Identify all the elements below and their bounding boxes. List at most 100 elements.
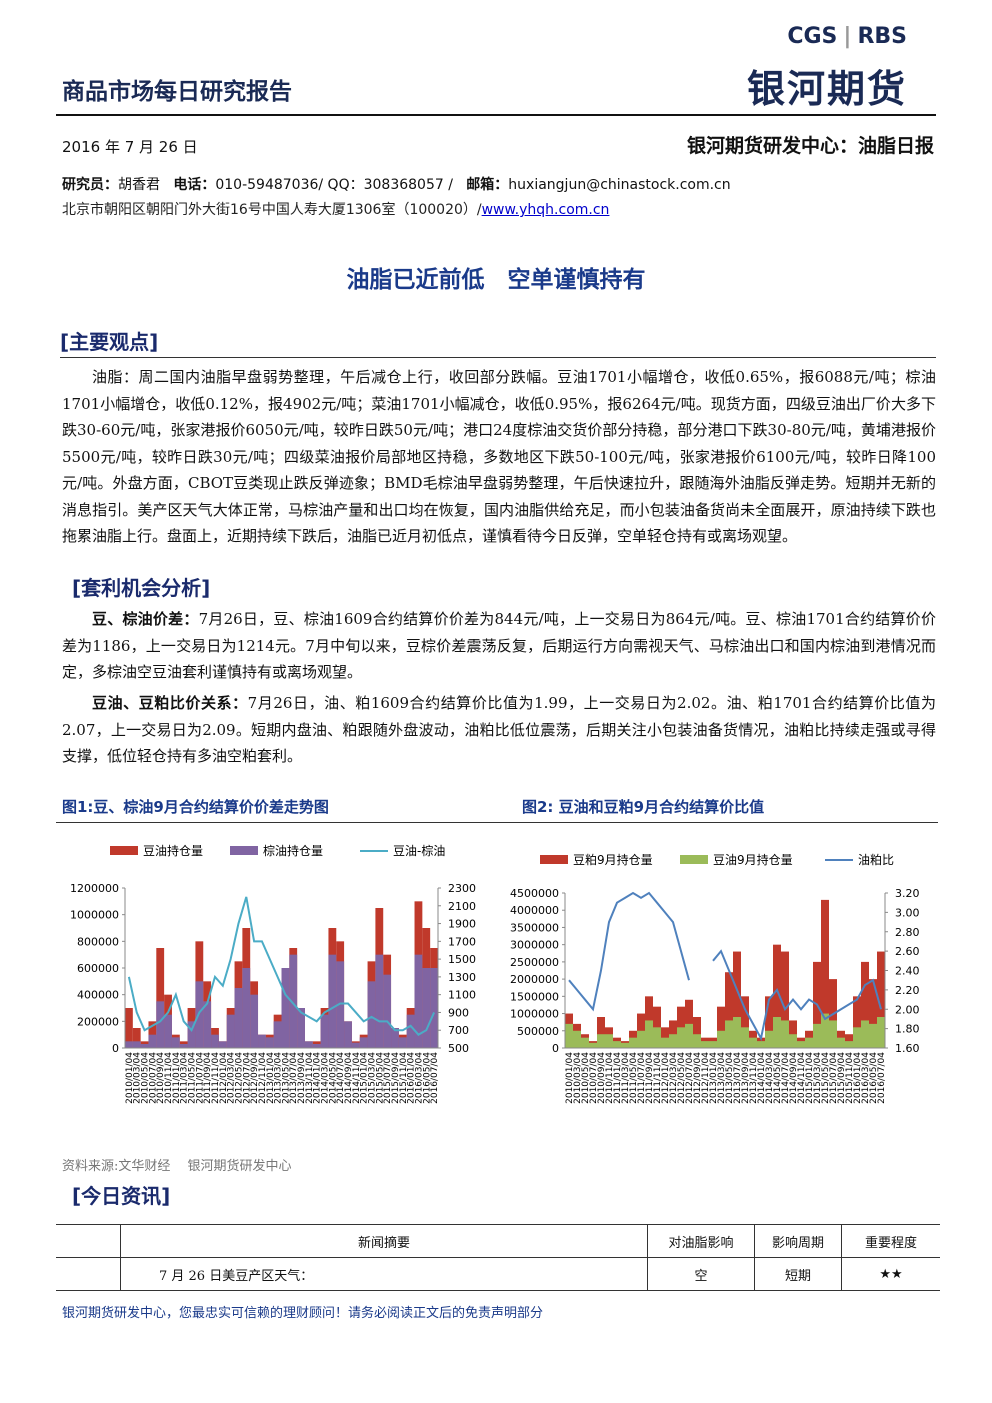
chart-title: 图1:豆、棕油9月合约结算价价差走势图 xyxy=(62,798,329,816)
th: 重要程度 xyxy=(841,1224,940,1258)
y2-tick-label: 2.80 xyxy=(895,926,920,939)
y-tick-label: 2000000 xyxy=(510,973,559,986)
email: huxiangjun@chinastock.com.cn xyxy=(508,177,731,193)
x-tick-label: 2012/07/04 xyxy=(242,1052,252,1104)
bar xyxy=(375,954,384,1048)
chart: 0 500000 1000000 1500000 2000000 2500000 30000… xyxy=(510,852,920,1104)
bar xyxy=(250,994,259,1048)
x-tick-label: 2010/09/04 xyxy=(597,1052,607,1104)
bar xyxy=(845,1034,853,1048)
x-tick-label: 2013/07/04 xyxy=(733,1052,743,1104)
y2-tick-label: 1300 xyxy=(448,971,476,984)
bar xyxy=(218,1041,227,1048)
bar xyxy=(383,974,392,1048)
x-tick-label: 2014/11/04 xyxy=(352,1052,362,1104)
x-tick-label: 2011/07/04 xyxy=(637,1052,647,1104)
bar xyxy=(685,1023,693,1048)
y2-tick-label: 900 xyxy=(448,1006,469,1019)
x-tick-label: 2012/05/04 xyxy=(677,1052,687,1104)
x-tick-label: 2012/09/04 xyxy=(250,1052,260,1104)
legend-label: 棕油持仓量 xyxy=(263,843,323,858)
website[interactable]: www.yhqh.com.cn xyxy=(481,202,610,218)
bar xyxy=(125,1008,133,1048)
x-tick-label: 2014/09/04 xyxy=(344,1052,354,1104)
x-tick-label: 2015/07/04 xyxy=(383,1052,393,1104)
y-tick-label: 400000 xyxy=(77,989,119,1002)
legend-label: 豆粕9月持仓量 xyxy=(573,852,653,867)
bar xyxy=(573,1030,581,1048)
line xyxy=(712,949,882,1042)
bar xyxy=(281,968,290,1048)
bar xyxy=(242,968,251,1048)
y-tick-label: 2500000 xyxy=(510,956,559,969)
bar xyxy=(789,1034,797,1048)
source: 资料来源:文华财经 银河期货研发中心 xyxy=(62,1159,292,1174)
bar xyxy=(320,1014,329,1048)
th: 新闻摘要 xyxy=(120,1224,648,1258)
bar xyxy=(725,1020,733,1048)
x-tick-label: 2011/05/04 xyxy=(629,1052,639,1104)
y-tick-label: 4000000 xyxy=(510,904,559,917)
y2-tick-label: 700 xyxy=(448,1024,469,1037)
bar xyxy=(156,948,165,1048)
x-tick-label: 2013/03/04 xyxy=(274,1052,284,1104)
x-tick-label: 2011/05/04 xyxy=(188,1052,198,1104)
y2-tick-label: 2.40 xyxy=(895,965,920,978)
paragraph: 豆、棕油价差：7月26日，豆、棕油1609合约结算价价差为844元/吨，上一交易… xyxy=(62,606,936,686)
x-tick-label: 2013/11/04 xyxy=(749,1052,759,1104)
bar xyxy=(661,1037,669,1048)
bar xyxy=(344,1021,352,1048)
bar xyxy=(669,1034,677,1048)
x-tick-label: 2013/01/04 xyxy=(709,1052,719,1104)
bar xyxy=(757,1041,765,1048)
bar xyxy=(273,1021,282,1048)
label: 邮箱： xyxy=(466,177,509,193)
bar xyxy=(140,1044,149,1048)
y2-tick-label: 2.00 xyxy=(895,1003,920,1016)
y2-tick-label: 1.80 xyxy=(895,1023,920,1036)
bar xyxy=(781,1020,789,1048)
bar xyxy=(829,1020,837,1048)
bar xyxy=(869,979,877,1048)
x-tick-label: 2010/07/04 xyxy=(589,1052,599,1104)
bar xyxy=(258,1034,266,1048)
x-tick-label: 2016/07/04 xyxy=(430,1052,440,1104)
paragraph: 油脂：周二国内油脂早盘弱势整理，午后减仓上行，收回部分跌幅。豆油1701小幅增仓… xyxy=(62,368,936,545)
report-title: 商品市场每日研究报告 xyxy=(62,79,292,105)
th: 影响周期 xyxy=(754,1224,842,1258)
y2-tick-label: 500 xyxy=(448,1042,469,1055)
bar xyxy=(211,1034,219,1048)
x-tick-label: 2012/03/04 xyxy=(669,1052,679,1104)
bar xyxy=(351,1042,360,1048)
x-tick-label: 2010/11/04 xyxy=(164,1052,174,1104)
x-tick-label: 2015/05/04 xyxy=(821,1052,831,1104)
section-title: [套利机会分析] xyxy=(72,576,211,600)
y2-tick-label: 1500 xyxy=(448,953,476,966)
bar xyxy=(749,1037,757,1048)
rule xyxy=(56,114,936,116)
bar xyxy=(414,954,423,1048)
bar xyxy=(733,951,741,1048)
y-tick-label: 800000 xyxy=(77,935,119,948)
x-tick-label: 2010/03/04 xyxy=(573,1052,583,1104)
x-tick-label: 2010/05/04 xyxy=(581,1052,591,1104)
bar xyxy=(359,1037,368,1048)
bar xyxy=(234,988,243,1048)
bar xyxy=(645,1020,653,1048)
x-tick-label: 2015/11/04 xyxy=(399,1052,409,1104)
legend-swatch xyxy=(110,846,138,855)
y2-tick-label: 2300 xyxy=(448,882,476,895)
bar xyxy=(709,1041,717,1048)
x-tick-label: 2011/09/04 xyxy=(645,1052,655,1104)
bar xyxy=(725,972,733,1048)
x-tick-label: 2015/01/04 xyxy=(360,1052,370,1104)
x-tick-label: 2013/07/04 xyxy=(289,1052,299,1104)
bar xyxy=(304,1041,313,1048)
bar xyxy=(781,951,789,1048)
legend-label: 豆油持仓量 xyxy=(143,843,203,858)
bar xyxy=(589,1042,597,1048)
section-title: [主要观点] xyxy=(60,326,936,358)
x-tick-label: 2010/11/04 xyxy=(605,1052,615,1104)
y-tick-label: 4500000 xyxy=(510,887,559,900)
td: 短期 xyxy=(754,1257,842,1291)
